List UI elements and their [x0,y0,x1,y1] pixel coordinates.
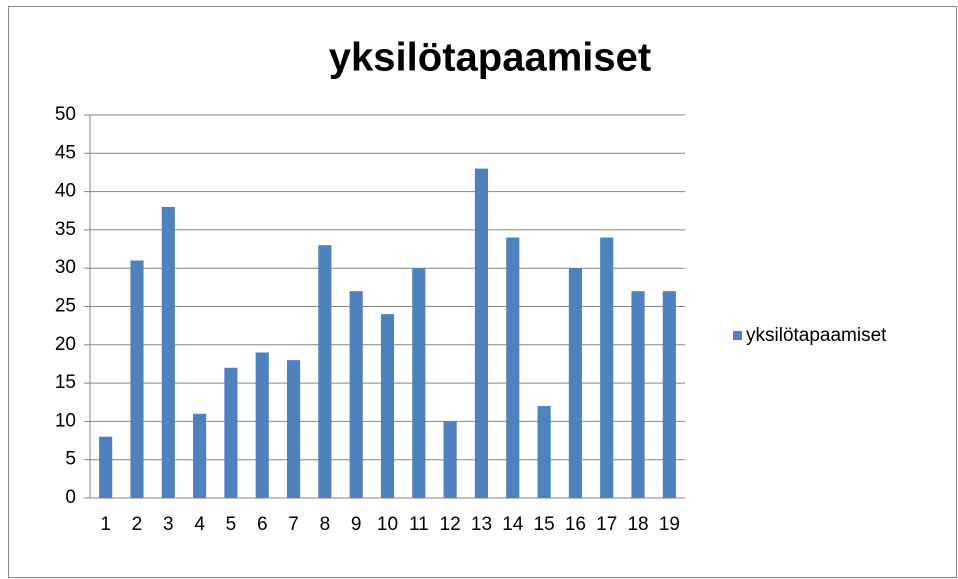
x-tick-label: 7 [288,514,299,535]
x-tick-label: 17 [596,514,617,535]
y-tick-label: 45 [55,142,76,163]
x-tick-label: 12 [440,514,461,535]
x-tick-label: 13 [471,514,492,535]
bar [506,237,520,498]
bar [255,352,269,498]
x-tick-label: 19 [659,514,680,535]
x-tick-label: 18 [627,514,648,535]
y-tick-label: 25 [55,296,76,317]
chart-title: yksilötapaamiset [329,36,651,80]
x-tick-label: 15 [534,514,555,535]
y-tick-label: 20 [55,334,76,355]
bar [380,314,395,498]
bar [568,268,582,498]
bar [286,360,301,498]
x-tick-label: 16 [565,514,586,535]
x-tick-label: 11 [409,514,429,535]
y-tick-label: 50 [55,104,76,125]
x-tick-label: 10 [377,514,398,535]
bar [224,367,238,498]
x-tick-label: 8 [320,514,331,535]
x-tick-label: 5 [226,514,237,535]
y-tick-label: 0 [65,487,76,508]
bar [161,206,175,499]
bar [318,245,332,498]
bar [99,436,113,498]
y-tick-label: 15 [55,372,76,393]
bar [662,291,676,498]
bar [631,291,645,498]
x-tick-label: 2 [132,514,143,535]
y-tick-label: 40 [55,181,76,202]
x-tick-label: 1 [100,514,111,535]
x-tick-label: 3 [163,514,174,535]
bar [193,413,207,498]
x-tick-label: 6 [257,514,268,535]
bar [412,268,426,498]
legend-label: yksilötapaamiset [746,325,887,346]
y-tick-label: 5 [65,449,76,470]
y-tick-label: 10 [55,410,76,431]
y-tick-label: 30 [55,257,76,278]
x-tick-label: 14 [502,514,524,535]
bar [349,291,363,498]
bar [474,168,489,498]
x-tick-label: 4 [194,514,205,535]
x-tick-label: 9 [351,514,362,535]
bar [130,260,144,498]
bar [443,421,457,498]
y-tick-label: 35 [55,219,76,240]
legend-swatch [733,331,742,340]
bar [600,237,614,498]
bar [537,406,551,498]
